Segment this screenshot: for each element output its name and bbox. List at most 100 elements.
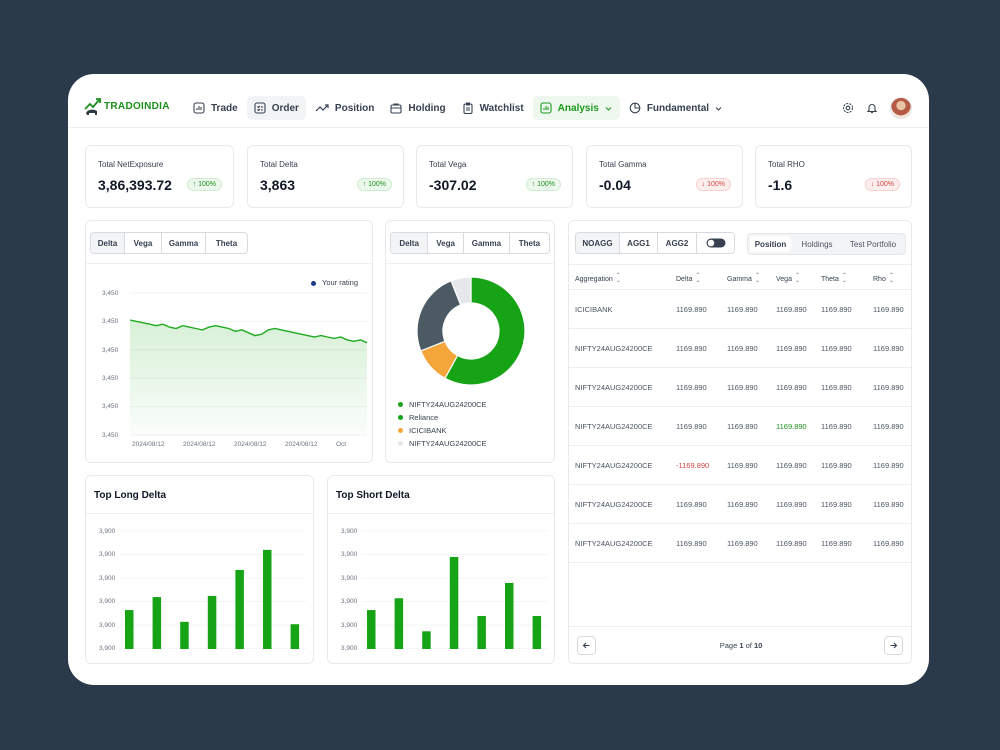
bar[interactable] (477, 615, 486, 649)
bar[interactable] (505, 582, 514, 649)
column-header-label: Delta (676, 275, 693, 283)
bar[interactable] (125, 610, 134, 649)
sort-icon: ⌃ ⌄ (888, 273, 894, 284)
nav-order[interactable]: Order (246, 96, 306, 120)
legend-dot (311, 280, 316, 286)
table-cell: 1169.890 (821, 422, 852, 431)
tab-theta[interactable]: Theta (215, 238, 238, 248)
badge-text: 100% (368, 181, 386, 188)
bar[interactable] (290, 624, 300, 649)
nav-trade[interactable]: Trade (186, 96, 245, 120)
y-tick: 3,900 (99, 528, 116, 535)
page-of: of (743, 641, 754, 650)
table-row[interactable]: NIFTY24AUG24200CE 1169.890 1169.890 1169.89… (569, 407, 911, 446)
tab-vega[interactable]: Vega (428, 233, 464, 253)
tab-theta[interactable]: Theta (518, 238, 541, 248)
tab-agg1[interactable]: AGG1 (620, 233, 658, 253)
top-nav: TRADOINDIA Trade Order Position Holding … (68, 74, 929, 128)
chevron-down-icon (605, 106, 612, 111)
table-cell: NIFTY24AUG24200CE (575, 422, 653, 431)
bar[interactable] (235, 569, 244, 649)
x-tick: 2024/08/12 (285, 441, 318, 448)
table-cell: 1169.890 (676, 500, 707, 509)
table-cell: 1169.890 (821, 305, 852, 314)
table-cell: 1169.890 (821, 461, 852, 470)
table-cell: 1169.890 (727, 539, 758, 548)
tab-noagg[interactable]: NOAGG (576, 233, 620, 253)
column-header[interactable]: Delta ⌃ ⌄ (676, 273, 700, 284)
tab-vega[interactable]: Vega (125, 233, 162, 253)
y-tick: 3,900 (341, 575, 358, 582)
order-list-icon (254, 102, 266, 114)
tab-position[interactable]: Position (750, 236, 791, 252)
avatar[interactable] (890, 97, 912, 119)
table-cell: 1169.890 (676, 422, 707, 431)
prev-page-button[interactable] (577, 636, 596, 655)
column-header[interactable]: Vega ⌃ ⌄ (776, 273, 800, 284)
pie-slice[interactable] (450, 276, 472, 306)
settings-icon[interactable] (842, 102, 854, 114)
table-row[interactable]: NIFTY24AUG24200CE 1169.890 1169.890 1169.89… (569, 329, 911, 368)
bar[interactable] (152, 597, 162, 649)
legend-dot (398, 402, 403, 407)
column-header-label: Rho (873, 275, 886, 283)
y-tick: 3,900 (99, 622, 116, 629)
pie-slice[interactable] (444, 276, 526, 386)
line-chart (129, 292, 368, 436)
y-tick: 3,450 (102, 290, 119, 297)
sort-icon: ⌃ ⌄ (841, 273, 847, 284)
table-cell: NIFTY24AUG24200CE (575, 539, 653, 548)
column-header-label: Gamma (727, 275, 752, 283)
toggle-switch[interactable] (697, 233, 734, 253)
table-row[interactable]: ICICIBANK 1169.890 1169.890 1169.890 1169.89… (569, 290, 911, 329)
stat-label: Total NetExposure (98, 160, 164, 169)
pie-slice[interactable] (416, 280, 462, 352)
badge-text: 100% (876, 181, 894, 188)
nav-holding[interactable]: Holding (383, 96, 452, 120)
column-header[interactable]: Theta ⌃ ⌄ (821, 273, 847, 284)
bar[interactable] (207, 595, 217, 649)
nav-position[interactable]: Position (308, 96, 381, 120)
table-row[interactable]: NIFTY24AUG24200CE 1169.890 1169.890 1169.89… (569, 368, 911, 407)
legend-item: NIFTY24AUG24200CE (398, 437, 487, 450)
column-header[interactable]: Rho ⌃ ⌄ (873, 273, 894, 284)
bar[interactable] (394, 598, 404, 649)
legend-dot (398, 415, 403, 420)
stat-label: Total Gamma (599, 160, 647, 169)
tab-delta[interactable]: Delta (91, 233, 125, 253)
column-header[interactable]: Gamma ⌃ ⌄ (727, 273, 760, 284)
tab-gamma[interactable]: Gamma (464, 233, 510, 253)
tab-test-portfolio[interactable]: Test Portfolio (849, 239, 897, 249)
tab-holdings[interactable]: Holdings (801, 239, 833, 249)
logo[interactable]: TRADOINDIA (84, 96, 170, 116)
bar[interactable] (263, 549, 272, 649)
table-row[interactable]: NIFTY24AUG24200CE 1169.890 1169.890 1169.89… (569, 524, 911, 563)
table-row[interactable]: NIFTY24AUG24200CE 1169.890 1169.890 1169.89… (569, 485, 911, 524)
nav-watchlist[interactable]: Watchlist (455, 96, 531, 120)
table-cell: 1169.890 (873, 383, 904, 392)
panel-title: Top Long Delta (94, 490, 167, 501)
table-row[interactable]: NIFTY24AUG24200CE -1169.890 1169.890 1169.8… (569, 446, 911, 485)
bar[interactable] (367, 610, 376, 649)
column-header[interactable]: Aggregation ⌃ ⌄ (575, 273, 621, 284)
table-cell: 1169.890 (727, 461, 758, 470)
tab-delta[interactable]: Delta (391, 233, 429, 253)
legend-label: Your rating (322, 278, 358, 287)
nav-trade-label: Trade (211, 102, 238, 114)
bar[interactable] (180, 621, 189, 649)
tab-gamma[interactable]: Gamma (162, 233, 206, 253)
bar-chart-long (120, 530, 306, 649)
bar[interactable] (532, 615, 542, 649)
nav-analysis[interactable]: Analysis (532, 96, 620, 120)
logo-text: TRADOINDIA (104, 100, 170, 112)
legend-label: NIFTY24AUG24200CE (409, 439, 487, 448)
bell-icon[interactable] (866, 102, 878, 114)
next-page-button[interactable] (884, 636, 903, 655)
bar[interactable] (422, 631, 431, 649)
table-header: Aggregation ⌃ ⌄ Delta ⌃ ⌄ Gamma ⌃ ⌄ Vega ⌃ ⌄ The… (569, 264, 911, 290)
nav-fundamental[interactable]: Fundamental (622, 96, 730, 120)
tab-agg2[interactable]: AGG2 (658, 233, 697, 253)
analysis-chart-icon (540, 102, 552, 114)
bar[interactable] (449, 556, 459, 649)
y-tick: 3,900 (99, 575, 116, 582)
